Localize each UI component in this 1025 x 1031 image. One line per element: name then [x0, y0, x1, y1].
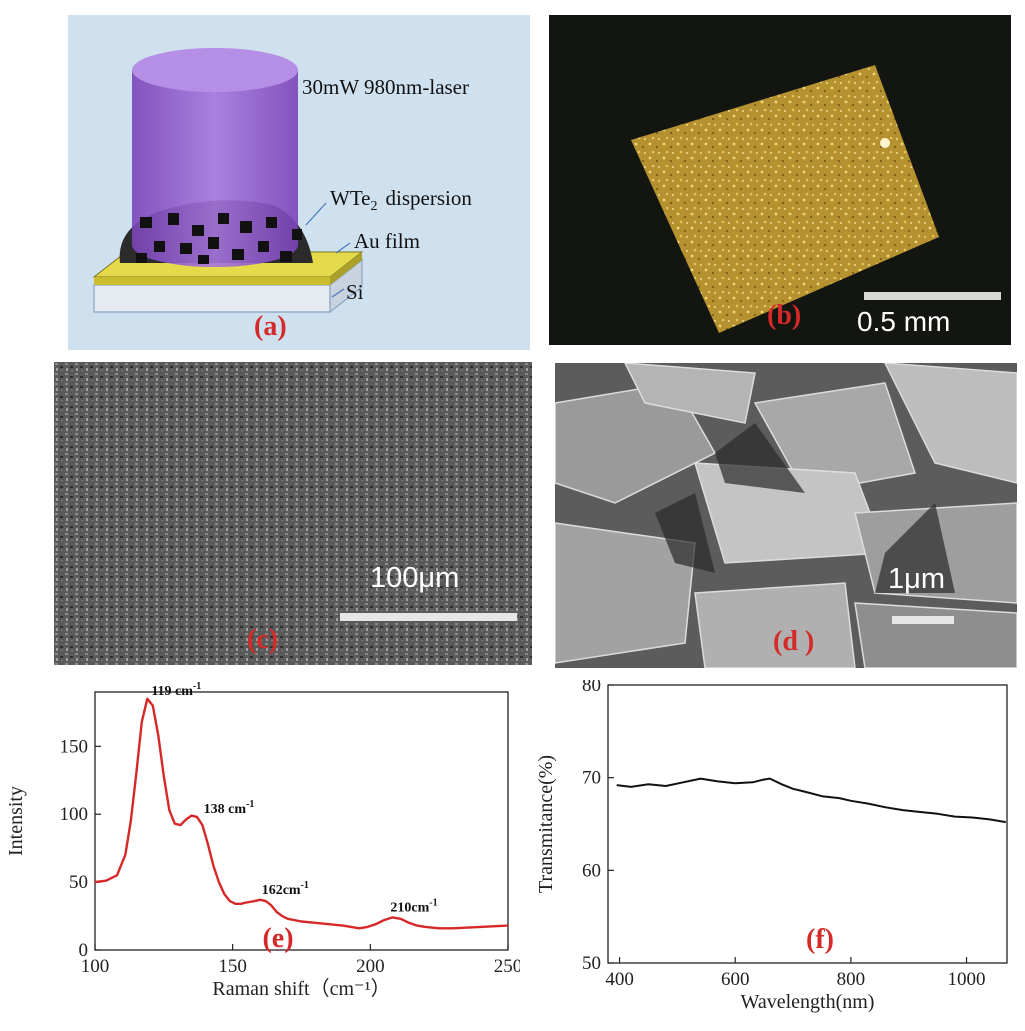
- peak-label-value: 138 cm: [204, 802, 247, 817]
- x-tick-label: 100: [81, 956, 110, 977]
- y-axis-label: Transmitance(%): [535, 755, 557, 893]
- scale-bar-b: [864, 292, 1001, 300]
- peak-label-unit-exponent: -1: [429, 897, 437, 908]
- wte2-particles: [136, 213, 302, 264]
- si-side: [329, 258, 363, 314]
- peak-label-value: 210cm: [390, 900, 429, 915]
- y-tick-label: 80: [582, 680, 601, 696]
- panel-a-label: (a): [254, 311, 287, 342]
- peak-label: 210cm-1: [390, 897, 437, 915]
- si-substrate: [93, 284, 331, 313]
- x-tick-label: 400: [605, 969, 634, 990]
- laser-label: 30mW 980nm-laser: [302, 75, 469, 99]
- dispersion-pointer: [305, 202, 327, 226]
- peak-label-unit-exponent: -1: [246, 799, 254, 810]
- panel-c-label: (c): [247, 624, 279, 655]
- peak-label-value: 162cm: [262, 883, 301, 898]
- au-film-label: Au film: [354, 229, 420, 253]
- y-tick-label: 50: [69, 872, 88, 893]
- schematic-svg: 30mW 980nm-laser WTe2 dispersion Au film …: [68, 15, 530, 350]
- scale-bar-c: [340, 613, 517, 621]
- peak-label: 138 cm-1: [204, 799, 255, 817]
- panel-d-sem-high: 1μm (d ): [555, 363, 1017, 668]
- peak-label: 162cm-1: [262, 880, 309, 898]
- data-line: [94, 697, 509, 930]
- bright-spot: [880, 138, 890, 148]
- y-tick-label: 100: [60, 804, 89, 825]
- panel-b-optical-image: 0.5 mm (b): [549, 15, 1011, 345]
- si-pointer: [331, 288, 345, 298]
- peak-label-unit-exponent: -1: [301, 880, 309, 891]
- si-label: Si: [346, 280, 364, 304]
- panel-a-schematic: 30mW 980nm-laser WTe2 dispersion Au film …: [68, 15, 530, 350]
- panel-c-sem-low: 100μm (c): [54, 362, 532, 665]
- y-tick-label: 50: [582, 953, 601, 974]
- x-tick-label: 1000: [948, 969, 986, 990]
- y-tick-label: 60: [582, 860, 601, 881]
- scale-label-c: 100μm: [370, 562, 460, 594]
- plot-frame: [94, 691, 509, 951]
- scale-label-b: 0.5 mm: [857, 306, 951, 337]
- film-square: [631, 65, 939, 333]
- y-tick-label: 0: [79, 940, 89, 961]
- x-axis-label: Raman shift（cm⁻¹）: [212, 977, 390, 1000]
- laser-top: [132, 48, 298, 92]
- au-pointer: [335, 242, 351, 254]
- panel-b-label: (b): [767, 300, 802, 331]
- gold-film-image: [631, 65, 939, 333]
- peak-label-value: 119 cm: [151, 684, 193, 699]
- plot-frame: [607, 684, 1008, 964]
- au-film-side: [330, 252, 362, 285]
- data-line: [616, 777, 1006, 824]
- y-tick-label: 70: [582, 768, 601, 789]
- au-film-edge: [94, 277, 330, 285]
- dispersion-label: WTe2 dispersion: [330, 186, 472, 214]
- panel-label: (f): [806, 924, 834, 955]
- panel-d-label: (d ): [773, 626, 815, 657]
- x-tick-label: 250: [494, 956, 520, 977]
- x-tick-label: 150: [218, 956, 247, 977]
- x-tick-label: 600: [721, 969, 750, 990]
- y-axis-label: Intensity: [5, 786, 27, 856]
- peak-label-unit-exponent: -1: [193, 681, 201, 692]
- y-tick-label: 150: [60, 736, 89, 757]
- scale-bar-d: [892, 616, 954, 624]
- peak-label: 119 cm-1: [151, 681, 201, 699]
- x-tick-label: 800: [837, 969, 866, 990]
- x-tick-label: 200: [356, 956, 385, 977]
- x-axis-label: Wavelength(nm): [741, 991, 875, 1013]
- panel-label: (e): [262, 923, 293, 954]
- scale-label-d: 1μm: [888, 563, 945, 595]
- transmittance-chart: 400 600 800 1000 50 60 70 80 Wavelength(nm) Trans…: [535, 680, 1008, 1013]
